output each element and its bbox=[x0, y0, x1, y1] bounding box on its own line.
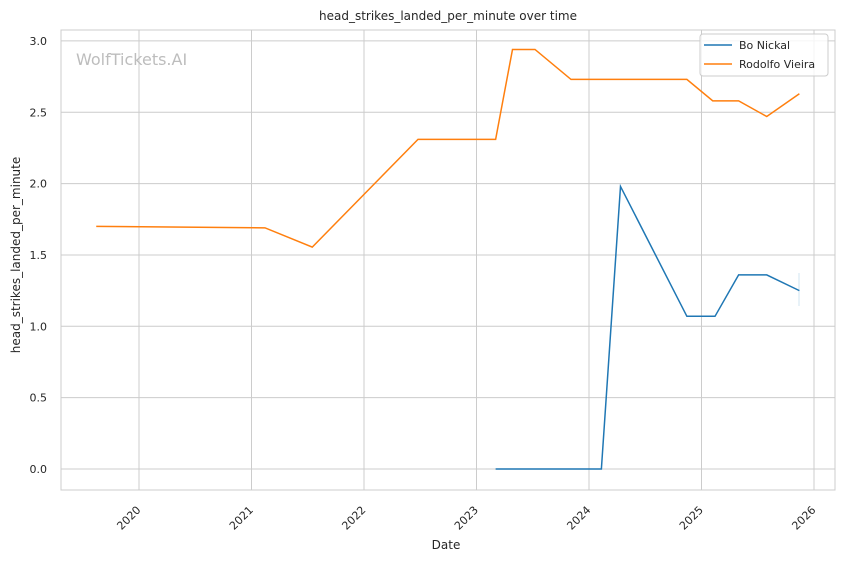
y-tick-label: 3.0 bbox=[30, 35, 48, 48]
x-tick-label: 2023 bbox=[452, 504, 481, 533]
x-tick-label: 2024 bbox=[564, 504, 593, 533]
plot-area bbox=[60, 29, 836, 491]
y-tick-label: 0.0 bbox=[30, 463, 48, 476]
legend-label-bo-nickal: Bo Nickal bbox=[739, 39, 790, 52]
x-tick-label: 2020 bbox=[114, 504, 143, 533]
x-axis-label: Date bbox=[432, 538, 461, 552]
x-tick-label: 2021 bbox=[227, 504, 256, 533]
x-tick-label: 2026 bbox=[789, 504, 818, 533]
x-tick-label: 2022 bbox=[339, 504, 368, 533]
y-tick-label: 1.0 bbox=[30, 320, 48, 333]
x-tick-label: 2025 bbox=[677, 504, 706, 533]
y-tick-label: 0.5 bbox=[30, 392, 48, 405]
series-line-bo-nickal bbox=[495, 183, 800, 470]
legend: Bo Nickal Rodolfo Vieira bbox=[699, 33, 829, 77]
y-tick-label: 2.5 bbox=[30, 106, 48, 119]
y-axis-label: head_strikes_landed_per_minute bbox=[9, 157, 23, 354]
watermark: WolfTickets.AI bbox=[76, 50, 187, 69]
y-tick-label: 2.0 bbox=[30, 178, 48, 191]
chart-title: head_strikes_landed_per_minute over time bbox=[319, 9, 577, 23]
legend-label-rodolfo-vieira: Rodolfo Vieira bbox=[739, 58, 815, 71]
y-tick-label: 1.5 bbox=[30, 249, 48, 262]
